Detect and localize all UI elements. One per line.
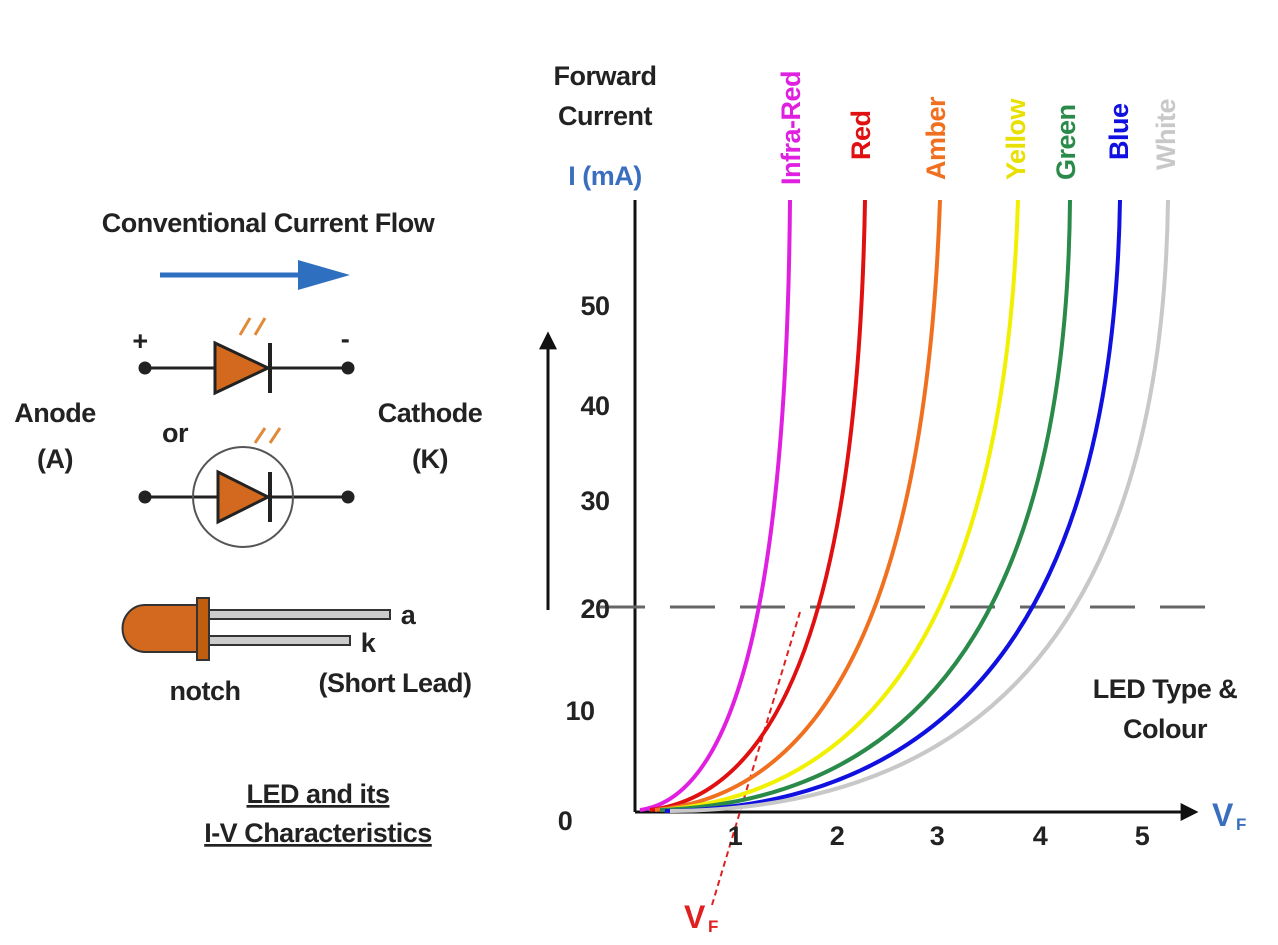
curves [639,199,1170,813]
curve-label: Yellow [1001,97,1031,180]
curve-label: Infra-Red [776,71,806,185]
short-lead-label: (Short Lead) [319,668,472,698]
y-tick-label: 50 [580,291,609,321]
y-title: Forward [553,61,656,91]
curve-label: Amber [921,96,951,180]
cathode-label: (K) [412,444,448,474]
x-label: V [1212,797,1234,833]
y-tick-label: 20 [580,594,609,624]
x-label-sub: F [1236,815,1246,834]
lead-a-label: a [401,600,417,630]
x-tick-label: 4 [1033,821,1048,851]
flow-arrow-head [298,260,350,290]
cathode-label: Cathode [378,398,483,428]
y-tick-label: 10 [565,696,594,726]
curve-amber [654,199,942,812]
minus-sign: - [341,324,350,354]
x-tick-label: 5 [1135,821,1150,851]
curve-yellow [659,199,1020,812]
diode-circle-symbol [138,427,355,548]
x-tick-label: 2 [830,821,845,851]
curve-label: White [1151,99,1181,170]
curve-infra-red [639,199,792,812]
flow-label: Conventional Current Flow [102,208,436,238]
curve-blue [664,199,1122,813]
led-physical [121,597,391,661]
y-unit: I (mA) [568,161,642,191]
threshold-label-sub: F [708,917,718,936]
curve-label: Blue [1104,103,1134,160]
curve-label: Green [1051,104,1081,180]
diode-symbol [138,317,355,396]
caption: I-V Characteristics [204,818,432,848]
or-label: or [162,418,189,448]
curve-green [659,199,1072,812]
type-label: Colour [1123,714,1208,744]
anode-label: (A) [37,444,73,474]
curve-red [649,199,867,812]
notch-label: notch [170,676,241,706]
x-tick-label: 3 [930,821,945,851]
y-title: Current [558,101,653,131]
vf-projection [711,611,801,906]
type-label: LED Type & [1093,674,1238,704]
y-tick-label: 0 [558,806,573,836]
curve-label: Red [846,110,876,160]
x-tick-label: 1 [728,821,743,851]
curve-white [669,199,1170,813]
y-tick-label: 30 [580,486,609,516]
plus-sign: + [132,326,147,356]
y-tick-label: 40 [580,391,609,421]
anode-label: Anode [14,398,96,428]
threshold-label: V [684,899,706,935]
lead-k-label: k [361,628,377,658]
caption: LED and its [246,779,389,809]
